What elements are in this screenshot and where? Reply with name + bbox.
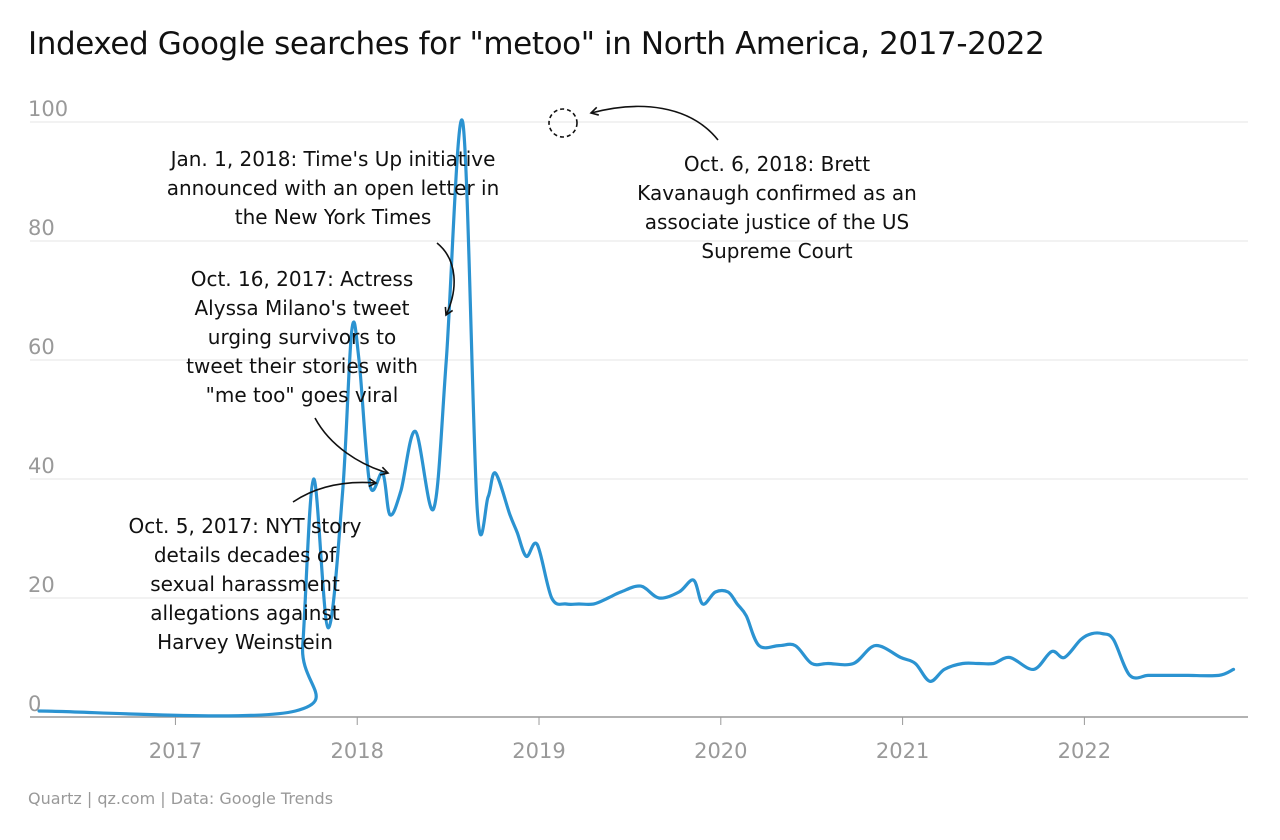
arrow-milano — [314, 417, 390, 476]
annotation-line: Oct. 5, 2017: NYT story — [128, 514, 362, 538]
annotation-line: sexual harassment — [150, 572, 340, 596]
annotation-line: Kavanaugh confirmed as an — [637, 181, 917, 205]
annotation-line: Harvey Weinstein — [157, 630, 333, 654]
series-line — [37, 118, 1236, 718]
x-tick-label: 2019 — [512, 739, 565, 763]
chart-title: Indexed Google searches for "metoo" in N… — [28, 26, 1045, 62]
annotation-line: "me too" goes viral — [205, 383, 399, 407]
peak-highlight-circle — [548, 108, 578, 138]
annotation-milano: Oct. 16, 2017: Actress Alyssa Milano's tw… — [186, 265, 418, 410]
annotation-line: Alyssa Milano's tweet — [194, 296, 410, 320]
x-tick-label: 2020 — [694, 739, 747, 763]
source-credit: Quartz | qz.com | Data: Google Trends — [28, 789, 334, 808]
x-tick-label: 2018 — [330, 739, 383, 763]
arrow-kavanaugh — [589, 105, 719, 141]
annotation-line: the New York Times — [234, 205, 432, 229]
annotation-line: allegations against — [150, 601, 340, 625]
x-tick-label: 2017 — [149, 739, 202, 763]
annotation-line: associate justice of the US — [644, 210, 910, 234]
x-tick-label: 2021 — [876, 739, 929, 763]
annotation-line: Oct. 6, 2018: Brett — [683, 152, 871, 176]
annotation-line: details decades of — [153, 543, 337, 567]
annotation-line: Supreme Court — [701, 239, 853, 263]
annotation-kavanaugh: Oct. 6, 2018: Brett Kavanaugh confirmed a… — [637, 150, 917, 266]
annotation-line: Oct. 16, 2017: Actress — [190, 267, 414, 291]
y-tick-label: 80 — [28, 216, 55, 240]
annotation-line: tweet their stories with — [186, 354, 418, 378]
annotation-weinstein: Oct. 5, 2017: NYT story details decades o… — [128, 512, 361, 657]
annotation-line: Jan. 1, 2018: Time's Up initiative — [170, 147, 496, 171]
y-tick-label: 100 — [28, 97, 68, 121]
arrow-weinstein — [292, 477, 378, 503]
annotation-line: urging survivors to — [207, 325, 397, 349]
y-tick-label: 20 — [28, 573, 55, 597]
annotation-line: announced with an open letter in — [166, 176, 500, 200]
y-tick-label: 40 — [28, 454, 55, 478]
x-tick-label: 2022 — [1058, 739, 1111, 763]
arrow-timesup — [436, 242, 455, 317]
y-tick-label: 60 — [28, 335, 55, 359]
annotation-timesup: Jan. 1, 2018: Time's Up initiative announ… — [167, 145, 500, 232]
